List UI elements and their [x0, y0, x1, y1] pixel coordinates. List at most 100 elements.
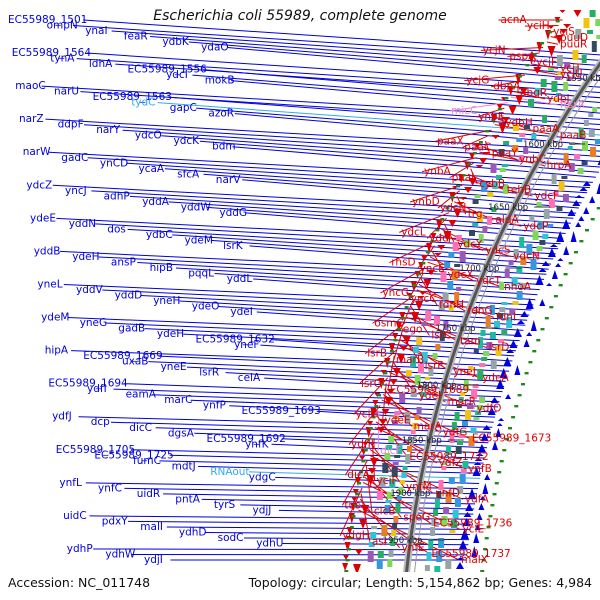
gene-label[interactable]: ydeH [157, 328, 184, 340]
gene-label[interactable]: paaB [560, 129, 587, 141]
gene-label[interactable]: ydcJ [429, 232, 451, 244]
gene-label[interactable]: ego [403, 323, 423, 335]
gene-label[interactable]: paaY [492, 147, 519, 159]
gene-label[interactable]: EC55989_1556 [128, 64, 208, 76]
gene-label[interactable]: tydC [131, 97, 155, 109]
gene-label[interactable]: ycjN [483, 44, 506, 56]
gene-label[interactable]: dicF [380, 445, 401, 457]
gene-label[interactable]: ynfD [435, 487, 460, 499]
gene-label[interactable]: ydfA [465, 493, 490, 505]
gene-label[interactable]: uidC [63, 510, 87, 522]
gene-label[interactable]: ydjI [144, 554, 163, 566]
gene-label[interactable]: ydgH [342, 530, 369, 542]
gene-label[interactable]: ydcX [448, 269, 474, 281]
gene-label[interactable]: puuR [560, 38, 587, 50]
gene-label[interactable]: ydhW [105, 548, 136, 560]
gene-label[interactable]: ydcO [135, 130, 162, 142]
gene-label[interactable]: gapC [170, 102, 197, 114]
gene-label[interactable]: ydcL [401, 226, 426, 238]
gene-label[interactable]: ftsrA [560, 99, 585, 111]
gene-label[interactable]: hipB [150, 262, 173, 274]
gene-label[interactable]: marC [164, 394, 192, 406]
gene-label[interactable]: ydcH [440, 202, 467, 214]
gene-label[interactable]: RNAout [210, 466, 249, 478]
gene-label[interactable]: EC55989_1563 [93, 91, 172, 103]
gene-label[interactable]: micC [451, 105, 477, 117]
gene-label[interactable]: celA [238, 372, 261, 384]
gene-label[interactable]: EC55989_1705 [56, 444, 135, 456]
gene-label[interactable]: yneL [37, 278, 62, 290]
gene-label[interactable]: sodC [218, 532, 244, 544]
gene-label[interactable]: uidR [137, 488, 161, 500]
gene-label[interactable]: ddpF [58, 119, 84, 131]
gene-label[interactable]: ynbA [424, 166, 452, 178]
gene-label[interactable]: ynbE [478, 111, 504, 123]
gene-label[interactable]: ydeA [482, 372, 509, 384]
gene-label[interactable]: tam [460, 336, 481, 348]
gene-label[interactable]: osmC [374, 317, 403, 329]
gene-label[interactable]: EC55989_1632 [196, 334, 275, 346]
gene-label[interactable]: ydcN [513, 251, 540, 263]
gene-label[interactable]: ydeI [419, 390, 441, 402]
gene-label[interactable]: EC55989_1736 [433, 518, 513, 530]
gene-label[interactable]: ydjJ [253, 504, 272, 516]
gene-label[interactable]: paaX [437, 135, 464, 147]
gene-label[interactable]: mokB [205, 75, 235, 87]
gene-label[interactable]: maoC [15, 80, 45, 92]
gene-label[interactable]: yciF [377, 475, 398, 487]
gene-label[interactable]: lsrG [361, 378, 382, 390]
gene-label[interactable]: ydhD [179, 526, 207, 538]
gene-label[interactable]: ydeO [192, 301, 220, 313]
gene-label[interactable]: trg [468, 208, 483, 220]
gene-label[interactable]: ydcP [523, 220, 548, 232]
gene-label[interactable]: tehB [507, 184, 531, 196]
gene-label[interactable]: yncG [382, 287, 409, 299]
gene-label[interactable]: EC55989_1689 [390, 384, 469, 396]
gene-label[interactable]: yneJ [453, 366, 475, 378]
gene-label[interactable]: ydeH [72, 251, 99, 263]
gene-label[interactable]: yneG [80, 317, 107, 329]
gene-label[interactable]: ynbC [519, 154, 546, 166]
gene-label[interactable]: ydgC [249, 471, 276, 483]
gene-label[interactable]: ynbD [412, 196, 440, 208]
gene-label[interactable]: ydfZ [439, 457, 463, 469]
gene-label[interactable]: ydfH [351, 439, 375, 451]
gene-label[interactable]: bdm [212, 141, 236, 153]
gene-label[interactable]: EC55989_1692 [207, 433, 286, 445]
gene-label[interactable]: aldA [496, 214, 520, 226]
gene-label[interactable]: yciH [527, 20, 550, 32]
gene-label[interactable]: ompN [47, 20, 78, 32]
gene-label[interactable]: lsrB [367, 348, 387, 360]
gene-label[interactable]: feaR [124, 31, 148, 43]
gene-label[interactable]: acnA [501, 14, 528, 26]
gene-label[interactable]: EC55989_1693 [242, 405, 321, 417]
gene-label[interactable]: narW [23, 146, 51, 158]
gene-label[interactable]: ynfC [98, 482, 122, 494]
gene-label[interactable]: pqqL [188, 267, 214, 279]
gene-label[interactable]: ydeM [185, 234, 213, 246]
gene-label[interactable]: ydcY [457, 238, 483, 250]
gene-label[interactable]: ydeM [41, 312, 69, 324]
gene-label[interactable]: hipA [45, 345, 69, 357]
gene-label[interactable]: EC55989_1694 [48, 378, 128, 390]
gene-label[interactable]: gadB [118, 323, 145, 335]
gene-label[interactable]: tyrS [214, 499, 236, 511]
gene-label[interactable]: ynCD [100, 157, 128, 169]
gene-label[interactable]: ycjT [560, 63, 582, 75]
gene-label[interactable]: lsrF [425, 360, 444, 372]
gene-label[interactable]: yddL [227, 273, 253, 285]
gene-label[interactable]: marA [414, 421, 443, 433]
gene-label[interactable]: yddD [115, 290, 143, 302]
gene-label[interactable]: cybB [479, 178, 505, 190]
gene-label[interactable]: nhoA [504, 281, 532, 293]
gene-label[interactable]: ydbJ [547, 93, 570, 105]
gene-label[interactable]: ydbK [162, 36, 190, 48]
gene-label[interactable]: tus [344, 499, 360, 511]
gene-label[interactable]: lsrR [199, 367, 219, 379]
gene-label[interactable]: narZ [19, 113, 44, 125]
gene-label[interactable]: ynfL [59, 477, 82, 489]
gene-label[interactable]: ydcI [166, 69, 188, 81]
gene-label[interactable]: ynfP [203, 400, 226, 412]
gene-label[interactable]: paaA [533, 123, 561, 135]
gene-label[interactable]: ycjU [560, 69, 583, 81]
